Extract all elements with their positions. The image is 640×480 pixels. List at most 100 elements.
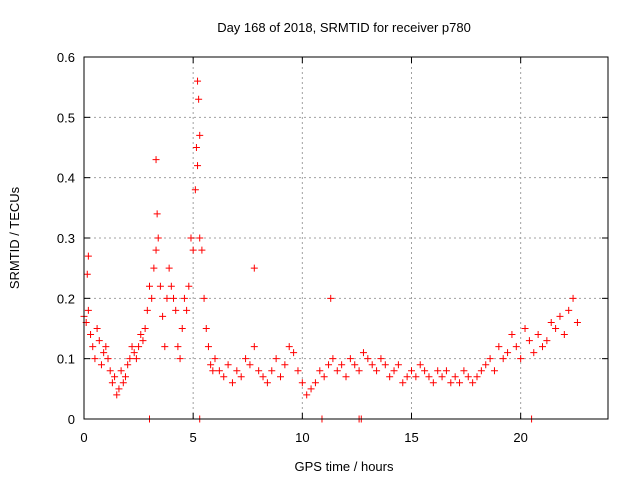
data-point [209, 367, 217, 375]
data-point [200, 294, 208, 302]
data-point [329, 355, 337, 363]
data-point [327, 294, 335, 302]
data-point [342, 373, 350, 381]
data-point [416, 361, 424, 369]
data-point [447, 379, 455, 387]
data-point [154, 234, 162, 242]
data-point [165, 264, 173, 272]
data-point [556, 312, 564, 320]
data-point [373, 367, 381, 375]
data-point [298, 379, 306, 387]
data-point [359, 349, 367, 357]
data-point [152, 246, 160, 254]
data-point [333, 367, 341, 375]
data-point [285, 343, 293, 351]
data-point [185, 282, 193, 290]
data-point [547, 318, 555, 326]
y-tick-label: 0.5 [57, 110, 75, 125]
grid-lines [84, 57, 608, 419]
y-tick-label: 0.4 [57, 171, 75, 186]
data-point [294, 367, 302, 375]
data-point [399, 379, 407, 387]
data-point [560, 331, 568, 339]
data-point [281, 361, 289, 369]
data-point [530, 349, 538, 357]
data-point [364, 355, 372, 363]
data-point [91, 355, 99, 363]
data-point [277, 373, 284, 381]
x-tick-label: 20 [513, 430, 527, 445]
x-axis-label: GPS time / hours [295, 459, 394, 474]
data-point [451, 373, 459, 381]
data-point [495, 343, 503, 351]
data-point [202, 325, 210, 332]
data-point [539, 343, 546, 351]
data-point [242, 355, 250, 363]
data-point [167, 282, 175, 290]
data-point [565, 306, 573, 314]
data-point [135, 343, 143, 351]
data-point [113, 391, 121, 399]
data-point [237, 373, 245, 381]
data-point [115, 385, 123, 393]
data-point [311, 379, 319, 387]
data-point [176, 355, 184, 363]
data-point [408, 367, 415, 375]
data-point [259, 373, 267, 381]
data-point [108, 379, 116, 387]
data-point [211, 355, 219, 363]
data-point [517, 355, 525, 363]
data-point [153, 210, 161, 218]
data-point [368, 361, 376, 369]
data-point [307, 385, 315, 393]
data-point [390, 367, 398, 375]
data-point [525, 337, 533, 345]
data-point [534, 331, 542, 339]
data-point [325, 361, 333, 369]
data-point [150, 264, 158, 272]
data-point [490, 367, 498, 375]
data-point [189, 246, 197, 254]
data-point [146, 282, 153, 290]
data-point [421, 367, 429, 375]
data-points [80, 77, 581, 423]
data-point [102, 343, 110, 351]
data-point [508, 331, 516, 339]
data-point [183, 306, 191, 314]
data-point [442, 367, 450, 375]
data-point [191, 186, 199, 194]
data-point [434, 367, 442, 375]
data-point [504, 349, 512, 357]
data-point [290, 349, 298, 357]
data-point [499, 355, 507, 363]
data-point [119, 379, 127, 387]
data-point [161, 343, 169, 351]
data-point [272, 355, 280, 363]
data-point [438, 373, 446, 381]
data-point [316, 367, 324, 375]
data-point [97, 361, 105, 369]
y-tick-label: 0.6 [57, 50, 75, 65]
data-point [320, 373, 328, 381]
data-point [130, 349, 138, 357]
data-point [220, 373, 228, 381]
data-point [132, 355, 140, 363]
data-point [429, 379, 437, 387]
data-point [106, 367, 114, 375]
data-point [93, 325, 101, 332]
data-point [178, 325, 186, 332]
data-point [104, 355, 112, 363]
data-point [95, 337, 103, 345]
data-point [346, 355, 354, 363]
y-tick-label: 0 [68, 412, 75, 427]
axis-ticks: 0 0.1 0.2 0.3 0.4 0.5 0.6 0 5 10 15 20 [57, 50, 608, 445]
y-tick-label: 0.1 [57, 352, 75, 367]
data-point [196, 131, 204, 139]
chart-title: Day 168 of 2018, SRMTID for receiver p78… [217, 20, 471, 35]
data-point [569, 294, 577, 302]
data-point [469, 379, 477, 387]
data-point [255, 367, 263, 375]
data-point [412, 373, 420, 381]
data-point [143, 306, 151, 314]
